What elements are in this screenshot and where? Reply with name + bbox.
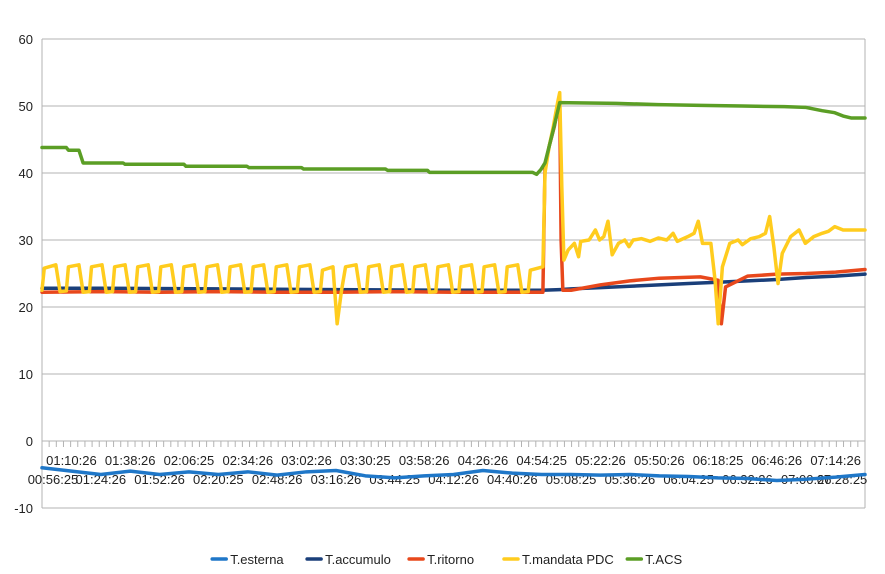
y-tick-label: -10 (14, 501, 33, 516)
y-tick-label: 40 (19, 166, 33, 181)
series-line-1 (40, 272, 867, 292)
x-tick-label: 06:46:26 (752, 453, 803, 468)
x-tick-label: 04:54:25 (516, 453, 567, 468)
legend-label: T.mandata PDC (522, 552, 614, 567)
x-tick-label: 03:58:26 (399, 453, 450, 468)
x-tick-label: 01:24:26 (76, 472, 127, 487)
x-tick-label: 06:04:25 (663, 472, 714, 487)
x-tick-label: 02:06:25 (164, 453, 215, 468)
legend-label: T.ACS (645, 552, 682, 567)
legend-label: T.accumulo (325, 552, 391, 567)
x-tick-label: 07:14:26 (810, 453, 861, 468)
x-tick-label: 02:20:25 (193, 472, 244, 487)
x-tick-label: 03:16:26 (311, 472, 362, 487)
y-tick-label: 20 (19, 300, 33, 315)
series-line-4 (40, 100, 867, 177)
series-line-3 (40, 90, 867, 326)
grid-lines (42, 38, 865, 509)
x-tick-label: 01:38:26 (105, 453, 156, 468)
x-tick-label: 04:26:26 (458, 453, 509, 468)
x-tick-label: 06:18:25 (693, 453, 744, 468)
legend-label: T.esterna (230, 552, 284, 567)
x-axis: 01:10:26 01:38:26 02:06:25 02:34:26 03:02:26… (28, 440, 867, 487)
y-tick-labels: -10 0 10 20 30 40 50 60 (14, 32, 33, 516)
x-tick-label: 04:40:26 (487, 472, 538, 487)
legend: T.esterna T.accumulo T.ritorno T.mandata PD… (210, 552, 682, 567)
x-tick-label: 00:56:25 (28, 472, 79, 487)
y-tick-label: 30 (19, 233, 33, 248)
y-tick-label: 0 (26, 434, 33, 449)
axes (41, 39, 866, 508)
x-tick-label: 03:02:26 (281, 453, 332, 468)
y-tick-label: 60 (19, 32, 33, 47)
x-tick-label: 05:22:26 (575, 453, 626, 468)
x-tick-label: 02:34:26 (222, 453, 273, 468)
x-tick-label: 02:48:26 (252, 472, 303, 487)
series-lines (40, 90, 867, 483)
legend-label: T.ritorno (427, 552, 474, 567)
x-tick-label: 01:10:26 (46, 453, 97, 468)
x-tick-label: 05:50:26 (634, 453, 685, 468)
x-tick-label: 03:30:25 (340, 453, 391, 468)
y-tick-label: 50 (19, 99, 33, 114)
y-tick-label: 10 (19, 367, 33, 382)
x-tick-label: 01:52:26 (134, 472, 185, 487)
series-line-0 (40, 466, 867, 483)
